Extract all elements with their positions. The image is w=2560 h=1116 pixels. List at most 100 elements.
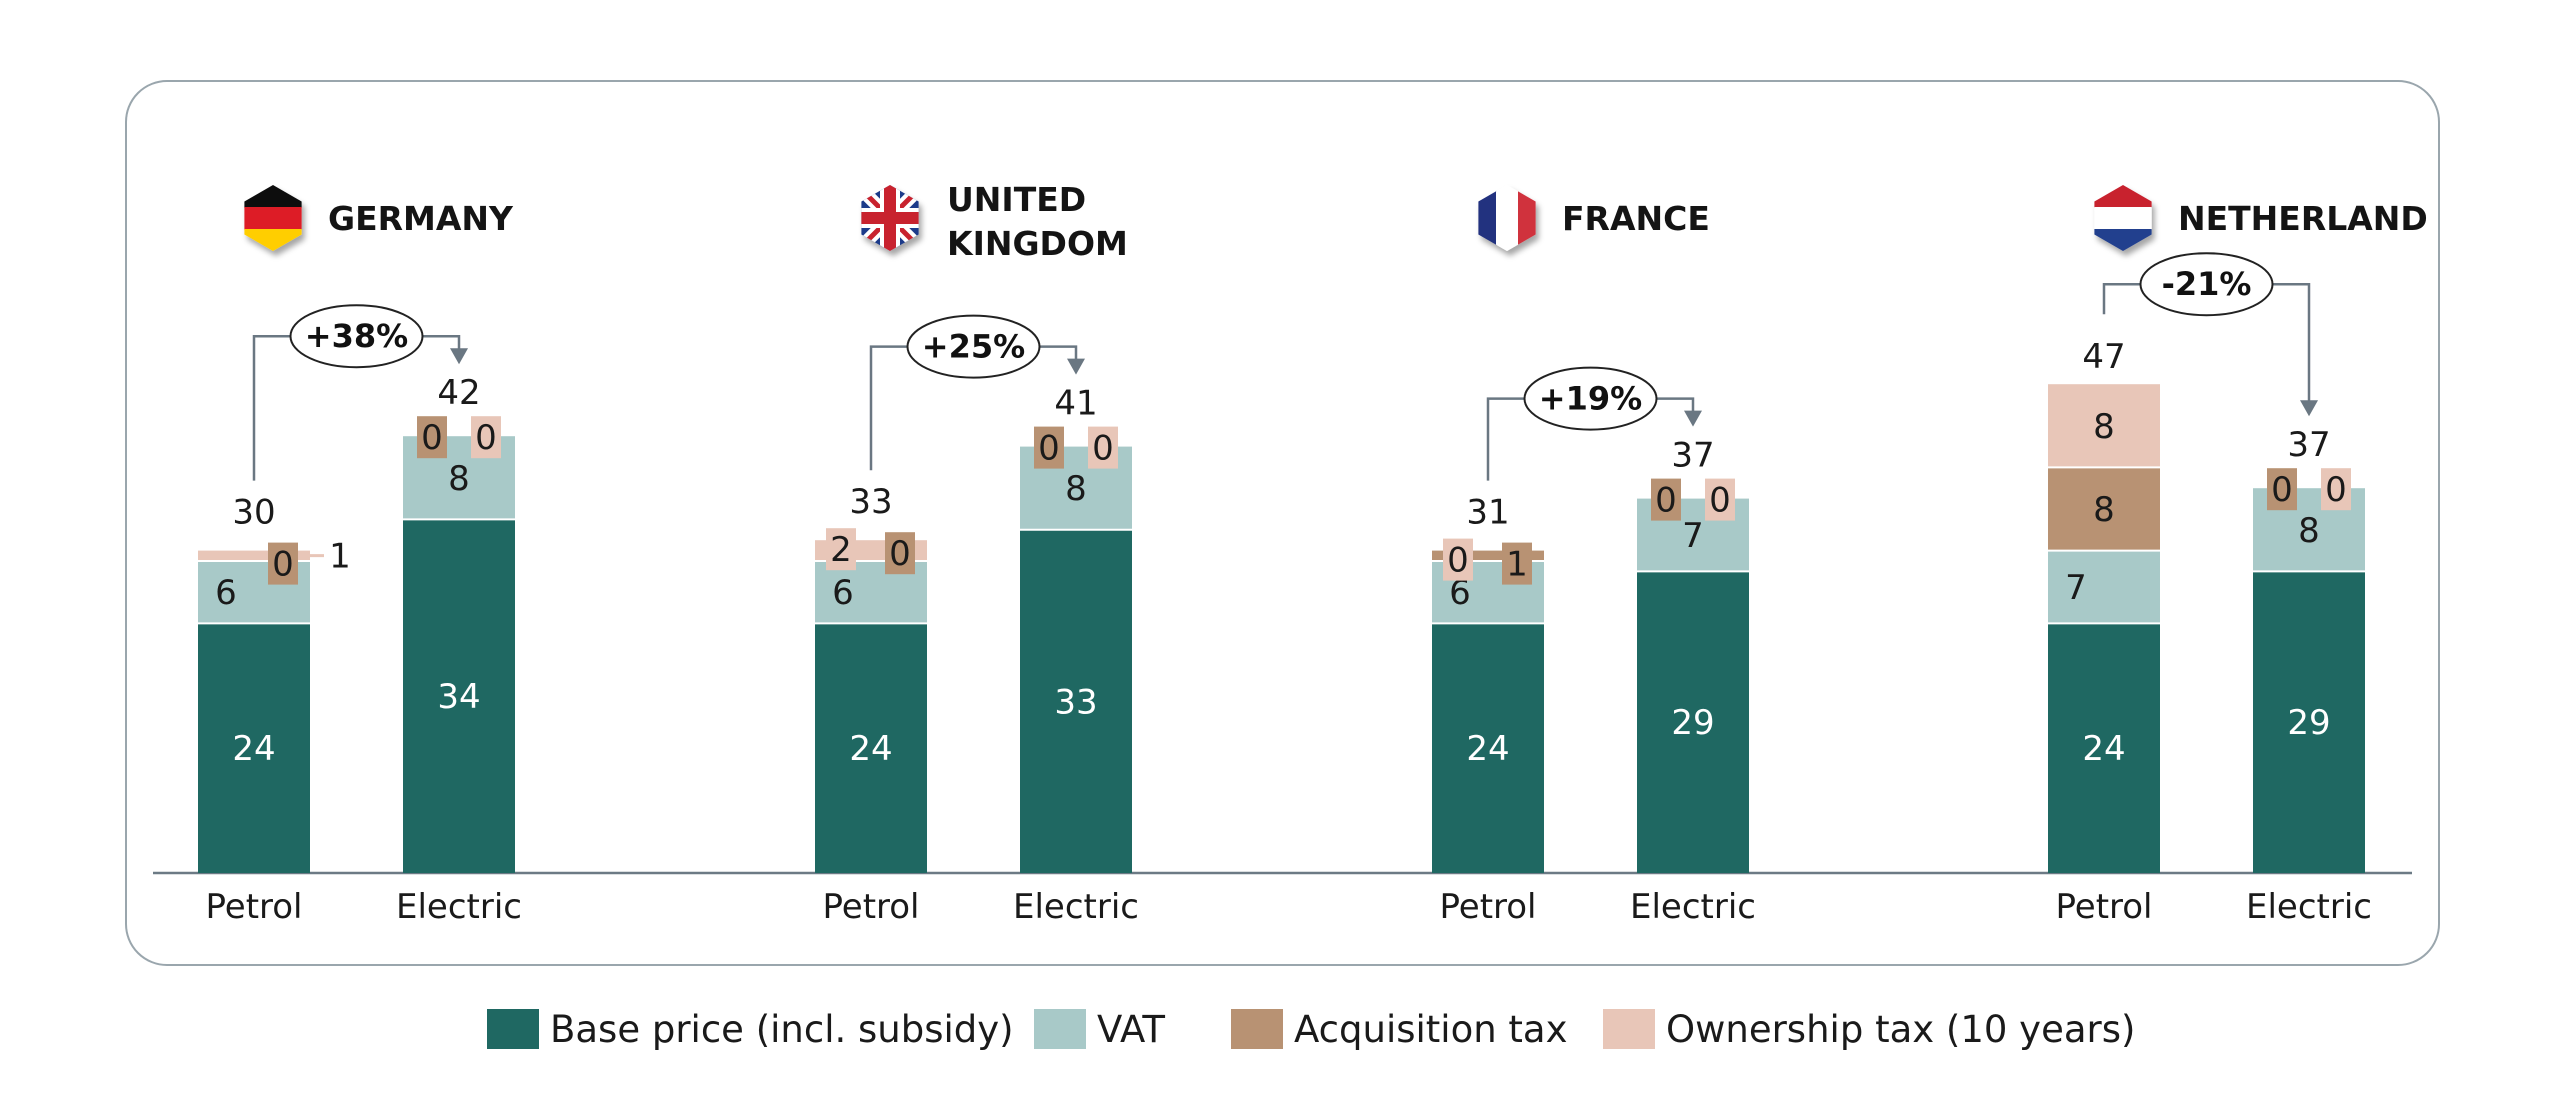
france-flag — [1478, 185, 1536, 251]
legend-swatch-acq — [1231, 1009, 1283, 1049]
bar-total-label: 47 — [2082, 337, 2125, 377]
change-arrowhead — [1067, 358, 1085, 375]
bar-value-label: 34 — [437, 677, 480, 717]
legend-swatch-own — [1603, 1009, 1655, 1049]
ownership-tax-chip — [1088, 426, 1118, 469]
x-tick-label: Petrol — [822, 887, 919, 927]
bar-segment-own — [2048, 384, 2160, 468]
country-title: FRANCE — [1562, 199, 1710, 238]
change-badge — [906, 314, 1041, 379]
bar-value-label: 29 — [1671, 703, 1714, 743]
bar-segment-base — [2253, 571, 2365, 873]
bar-value-label: 0 — [475, 418, 497, 458]
bar-total-label: 30 — [232, 493, 275, 533]
legend-swatch-vat — [1034, 1009, 1086, 1049]
x-tick-label: Petrol — [1439, 887, 1536, 927]
acquisition-tax-chip — [1502, 542, 1532, 585]
bar-value-label: 7 — [2065, 568, 2087, 608]
x-tick-label: Electric — [2246, 887, 2372, 927]
acquisition-tax-chip — [1651, 478, 1681, 521]
bar-value-label: 24 — [2082, 729, 2125, 769]
bar-value-label: 0 — [1092, 429, 1114, 469]
bar-value-label: 24 — [849, 729, 892, 769]
bar-segment-base — [198, 623, 310, 873]
bar-value-label: 0 — [1447, 541, 1469, 581]
acquisition-tax-chip — [1034, 426, 1064, 469]
bar-total-label: 37 — [2287, 425, 2330, 465]
bar-value-label: 0 — [272, 545, 294, 585]
change-badge — [289, 304, 424, 369]
country-title-line: KINGDOM — [947, 224, 1128, 263]
x-tick-label: Electric — [1630, 887, 1756, 927]
germany-flag — [244, 185, 302, 251]
bar-value-label: 29 — [2287, 703, 2330, 743]
bar-value-label: 2 — [830, 530, 852, 570]
bar-segment-own — [198, 550, 310, 561]
bar-segment-acq — [1432, 550, 1544, 561]
bar-segment-base — [815, 623, 927, 873]
x-tick-label: Petrol — [2055, 887, 2152, 927]
legend-label: Acquisition tax — [1294, 1008, 1568, 1051]
change-badge — [1523, 366, 1658, 431]
legend-label: Ownership tax (10 years) — [1666, 1008, 2135, 1051]
acquisition-tax-chip — [2267, 468, 2297, 511]
bar-value-label: 1 — [1506, 545, 1528, 585]
bar-total-label: 33 — [849, 482, 892, 522]
bar-value-label: 33 — [1054, 682, 1097, 722]
bar-total-label: 41 — [1054, 384, 1097, 424]
bar-value-label: 8 — [448, 459, 470, 499]
change-badge — [2139, 252, 2274, 317]
x-tick-label: Electric — [1013, 887, 1139, 927]
x-tick-label: Electric — [396, 887, 522, 927]
bar-total-label: 42 — [437, 373, 480, 413]
legend-swatch-base — [487, 1009, 539, 1049]
acquisition-tax-chip — [417, 416, 447, 459]
ownership-tax-chip — [1705, 478, 1735, 521]
country-title-line: UNITED — [947, 180, 1086, 219]
bar-value-label: 1 — [329, 537, 351, 577]
acquisition-tax-chip — [885, 532, 915, 575]
bar-value-label: 8 — [2298, 511, 2320, 551]
bar-value-label: 8 — [2093, 490, 2115, 530]
uk-flag — [861, 185, 919, 251]
bar-value-label: 8 — [1065, 469, 1087, 509]
bar-value-label: 0 — [889, 534, 911, 574]
bar-segment-acq — [2048, 467, 2160, 551]
ownership-tax-chip — [2321, 468, 2351, 511]
bar-segment-base — [403, 519, 515, 873]
bar-segment-base — [1637, 571, 1749, 873]
bar-value-label: 0 — [1709, 481, 1731, 521]
bar-segment-base — [1020, 529, 1132, 873]
bar-total-label: 37 — [1671, 436, 1714, 476]
x-tick-label: Petrol — [205, 887, 302, 927]
bar-value-label: 6 — [215, 573, 237, 613]
change-arrowhead — [2300, 400, 2318, 417]
bar-total-label: 31 — [1466, 493, 1509, 533]
ownership-tax-chip — [471, 416, 501, 459]
change-percent-label: +38% — [305, 317, 408, 355]
bar-segment-vat — [2048, 550, 2160, 624]
bar-value-label: 6 — [1449, 573, 1471, 613]
bar-segment-base — [1432, 623, 1544, 873]
change-percent-label: +19% — [1539, 380, 1642, 418]
legend-label: VAT — [1097, 1008, 1165, 1051]
bar-value-label: 0 — [1655, 481, 1677, 521]
change-arrowhead — [450, 348, 468, 365]
bar-value-label: 8 — [2093, 407, 2115, 447]
bar-value-label: 6 — [832, 573, 854, 613]
country-title: NETHERLAND — [2178, 199, 2428, 238]
bar-value-label: 0 — [1038, 429, 1060, 469]
bar-value-label: 0 — [2325, 470, 2347, 510]
netherlands-flag — [2094, 185, 2152, 251]
change-percent-label: -21% — [2162, 265, 2252, 303]
ownership-tax-chip — [1443, 538, 1473, 581]
country-title: GERMANY — [328, 199, 514, 238]
acquisition-tax-chip — [268, 542, 298, 585]
bar-value-label: 0 — [421, 418, 443, 458]
legend-label: Base price (incl. subsidy) — [550, 1008, 1014, 1051]
bar-segment-base — [2048, 623, 2160, 873]
change-percent-label: +25% — [922, 328, 1025, 366]
change-arrowhead — [1684, 410, 1702, 427]
